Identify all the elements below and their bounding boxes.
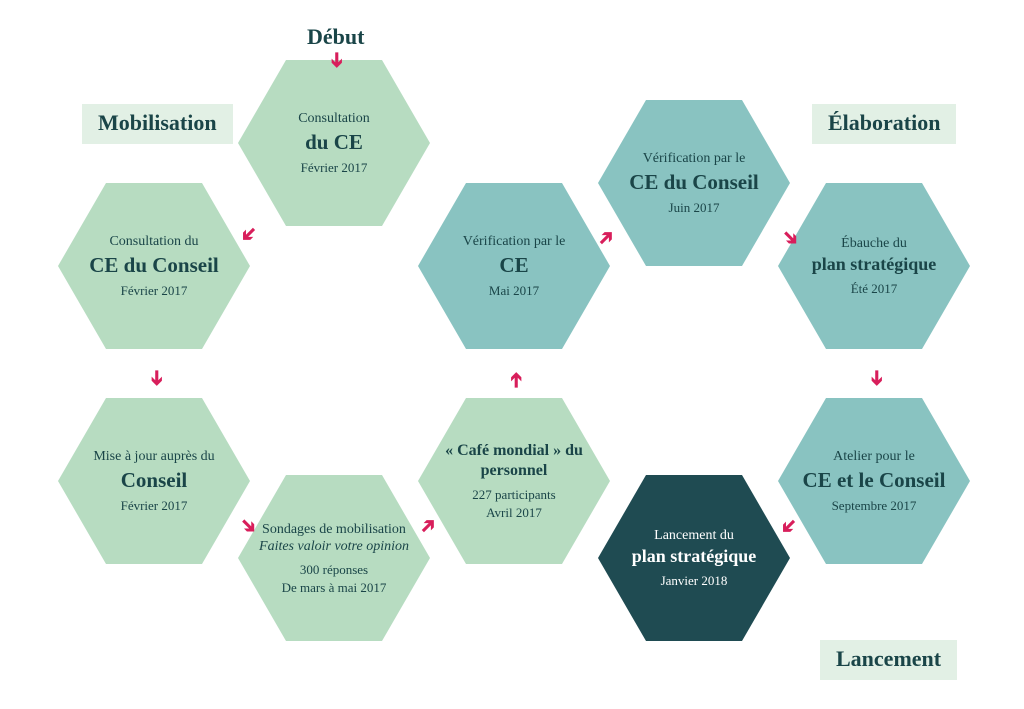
hex-n10: Lancement du plan stratégique Janvier 20… [598, 475, 790, 641]
hex-line1: Vérification par le [643, 150, 746, 168]
hex-line3: Février 2017 [121, 283, 188, 299]
flow-arrow: ➔ [866, 370, 886, 387]
hex-n2: Consultation du CE du Conseil Février 20… [58, 183, 250, 349]
hex-line3: Mai 2017 [489, 283, 539, 299]
hex-line3: Février 2017 [301, 160, 368, 176]
phase-badge-lancement: Lancement [820, 640, 957, 680]
hex-n5: « Café mondial » du personnel 227 partic… [418, 398, 610, 564]
hex-n1: Consultation du CE Février 2017 [238, 60, 430, 226]
flow-arrow: ➔ [775, 513, 801, 539]
flow-arrow: ➔ [326, 52, 346, 69]
hex-line1: Vérification par le [463, 233, 566, 251]
hex-line1-plain: Sondages de mobilisation [262, 522, 406, 537]
hex-n3: Mise à jour auprès du Conseil Février 20… [58, 398, 250, 564]
hex-line3: Février 2017 [121, 498, 188, 514]
hex-line4: De mars à mai 2017 [282, 580, 387, 596]
hex-line1: « Café mondial » du personnel [436, 441, 592, 481]
hex-line4: Avril 2017 [486, 505, 542, 521]
hex-line2: CE [499, 253, 528, 277]
hex-n9: Atelier pour le CE et le Conseil Septemb… [778, 398, 970, 564]
hex-line3: Juin 2017 [669, 200, 720, 216]
hex-line3: Janvier 2018 [661, 573, 728, 589]
flow-arrow: ➔ [415, 513, 441, 539]
hex-n8: Ébauche du plan stratégique Été 2017 [778, 183, 970, 349]
diagram-canvas: Début Mobilisation Élaboration Lancement… [0, 0, 1024, 709]
hex-line1: Consultation du [109, 233, 198, 251]
hex-line2: plan stratégique [632, 546, 757, 567]
hex-line2: CE du Conseil [629, 170, 759, 194]
hex-line1: Atelier pour le [833, 448, 915, 466]
hex-n4: Sondages de mobilisation Faites valoir v… [238, 475, 430, 641]
phase-badge-elaboration: Élaboration [812, 104, 956, 144]
hex-line3: 300 réponses [300, 562, 368, 578]
hex-line1: Ébauche du [841, 235, 907, 253]
hex-line2: plan stratégique [812, 254, 937, 275]
flow-arrow: ➔ [146, 370, 166, 387]
flow-arrow: ➔ [235, 221, 261, 247]
hex-n7: Vérification par le CE du Conseil Juin 2… [598, 100, 790, 266]
hex-line2: CE et le Conseil [803, 468, 946, 492]
hex-line2: du CE [305, 130, 363, 154]
hex-line3: 227 participants [472, 487, 555, 503]
hex-line1: Consultation [298, 110, 370, 128]
hex-line2: Conseil [121, 468, 188, 492]
start-label: Début [307, 24, 364, 50]
hex-line2: CE du Conseil [89, 253, 219, 277]
hex-n6: Vérification par le CE Mai 2017 [418, 183, 610, 349]
flow-arrow: ➔ [506, 372, 526, 389]
hex-line1: Lancement du [654, 527, 734, 545]
hex-line3: Été 2017 [851, 281, 898, 297]
phase-badge-mobilisation: Mobilisation [82, 104, 233, 144]
hex-line3: Septembre 2017 [832, 498, 917, 514]
hex-line1: Mise à jour auprès du [93, 448, 214, 466]
hex-line1: Sondages de mobilisation Faites valoir v… [256, 521, 412, 556]
hex-line1-em: Faites valoir votre opinion [259, 539, 409, 554]
